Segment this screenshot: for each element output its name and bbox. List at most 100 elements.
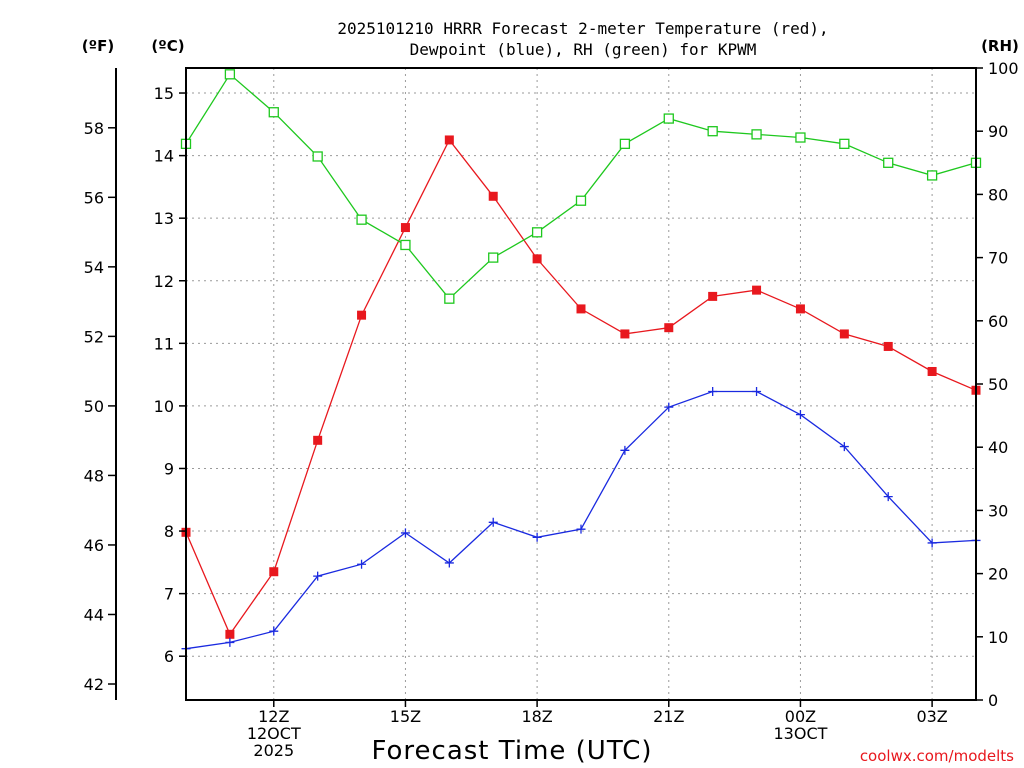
temperature-point bbox=[883, 341, 893, 351]
temperature-series bbox=[181, 135, 981, 639]
celsius-unit-label: (ºC) bbox=[151, 37, 184, 55]
rh-point bbox=[619, 138, 631, 149]
rh-point bbox=[575, 195, 587, 206]
temperature-point bbox=[795, 304, 805, 314]
fahrenheit-tick-label: 54 bbox=[84, 258, 104, 277]
dewpoint-point bbox=[839, 442, 849, 452]
temperature-point bbox=[620, 329, 630, 339]
temperature-point bbox=[927, 366, 937, 376]
rh-point bbox=[707, 126, 718, 137]
credit-text: coolwx.com/modelts bbox=[860, 747, 1014, 765]
dewpoint-point bbox=[488, 517, 498, 527]
dewpoint-point bbox=[400, 528, 410, 538]
fahrenheit-tick-label: 46 bbox=[84, 536, 104, 555]
rh-point bbox=[488, 252, 499, 263]
rh-point bbox=[795, 132, 806, 143]
rh-tick-label: 90 bbox=[988, 122, 1008, 141]
temperature-point bbox=[444, 135, 454, 145]
rh-tick-label: 30 bbox=[988, 501, 1008, 520]
fahrenheit-tick-label: 58 bbox=[84, 119, 104, 138]
dewpoint-line bbox=[185, 390, 977, 650]
dewpoint-point bbox=[269, 626, 279, 636]
celsius-axis: 6 7 8 9 10 11 12 13 14 15 bbox=[154, 84, 186, 666]
temperature-point bbox=[839, 329, 849, 339]
celsius-tick-label: 7 bbox=[164, 585, 174, 604]
rh-point bbox=[224, 69, 236, 80]
rh-point bbox=[883, 157, 894, 168]
rh-tick-label: 40 bbox=[988, 438, 1008, 457]
x-tick-label: 13OCT bbox=[773, 724, 827, 743]
rh-point bbox=[839, 138, 850, 149]
x-axis-label: Forecast Time (UTC) bbox=[371, 736, 652, 766]
temperature-point bbox=[225, 629, 235, 639]
x-tick-label: 18Z bbox=[521, 707, 552, 726]
rh-point bbox=[312, 151, 323, 162]
x-tick-label: 15Z bbox=[390, 707, 421, 726]
plot-frame bbox=[185, 67, 977, 701]
dewpoint-point bbox=[576, 524, 586, 534]
rh-point bbox=[444, 293, 455, 304]
chart-title-line-2: Dewpoint (blue), RH (green) for KPWM bbox=[410, 40, 757, 59]
series-layer bbox=[180, 69, 982, 654]
temperature-point bbox=[708, 291, 718, 301]
temperature-point bbox=[752, 285, 762, 295]
rh-point bbox=[926, 170, 938, 181]
celsius-tick-label: 15 bbox=[154, 84, 174, 103]
rh-axis: 0 10 20 30 40 50 60 70 80 90 100 bbox=[976, 59, 1019, 710]
chart-title-line-1: 2025101210 HRRR Forecast 2-meter Tempera… bbox=[337, 19, 828, 38]
rh-series bbox=[180, 69, 982, 304]
grid-lines bbox=[186, 68, 976, 700]
temperature-point bbox=[400, 223, 410, 233]
dewpoint-point bbox=[532, 532, 542, 542]
rh-point bbox=[663, 113, 674, 124]
x-tick-label: 03Z bbox=[916, 707, 947, 726]
dewpoint-point bbox=[225, 637, 235, 647]
fahrenheit-tick-label: 52 bbox=[84, 327, 104, 346]
rh-tick-label: 10 bbox=[988, 628, 1008, 647]
rh-unit-label: (RH) bbox=[981, 37, 1019, 55]
celsius-tick-label: 8 bbox=[164, 522, 174, 541]
x-tick-label: 12OCT bbox=[247, 724, 301, 743]
rh-point bbox=[751, 129, 762, 140]
dewpoint-series bbox=[181, 387, 981, 654]
fahrenheit-tick-label: 44 bbox=[84, 605, 104, 624]
temperature-point bbox=[532, 254, 542, 264]
celsius-tick-label: 14 bbox=[154, 147, 174, 166]
temperature-point bbox=[576, 304, 586, 314]
dewpoint-point bbox=[883, 492, 893, 502]
rh-tick-label: 0 bbox=[988, 691, 998, 710]
fahrenheit-unit-label: (ºF) bbox=[82, 37, 114, 55]
rh-tick-label: 100 bbox=[988, 59, 1019, 78]
dewpoint-point bbox=[357, 559, 367, 569]
x-tick-label: 00Z bbox=[785, 707, 816, 726]
dewpoint-point bbox=[927, 538, 937, 548]
x-tick-label: 2025 bbox=[253, 741, 294, 760]
dewpoint-point bbox=[444, 558, 454, 568]
celsius-tick-label: 13 bbox=[154, 209, 174, 228]
rh-tick-label: 50 bbox=[988, 375, 1008, 394]
rh-point bbox=[268, 107, 279, 118]
fahrenheit-tick-label: 48 bbox=[84, 466, 104, 485]
rh-point bbox=[356, 214, 367, 225]
fahrenheit-tick-label: 42 bbox=[84, 675, 104, 694]
rh-tick-label: 20 bbox=[988, 565, 1008, 584]
x-tick-label: 21Z bbox=[653, 707, 684, 726]
celsius-tick-label: 11 bbox=[154, 334, 174, 353]
temperature-point bbox=[269, 567, 279, 577]
temperature-point bbox=[664, 323, 674, 333]
rh-line bbox=[185, 73, 977, 300]
rh-tick-label: 70 bbox=[988, 249, 1008, 268]
celsius-tick-label: 9 bbox=[164, 459, 174, 478]
fahrenheit-tick-label: 50 bbox=[84, 397, 104, 416]
temperature-point bbox=[313, 435, 323, 445]
celsius-tick-label: 10 bbox=[154, 397, 174, 416]
dewpoint-point bbox=[752, 387, 762, 397]
dewpoint-point bbox=[620, 445, 630, 455]
celsius-tick-label: 12 bbox=[154, 272, 174, 291]
x-tick-label: 12Z bbox=[258, 707, 289, 726]
celsius-tick-label: 6 bbox=[164, 647, 174, 666]
rh-point bbox=[400, 239, 411, 251]
rh-point bbox=[531, 227, 543, 238]
